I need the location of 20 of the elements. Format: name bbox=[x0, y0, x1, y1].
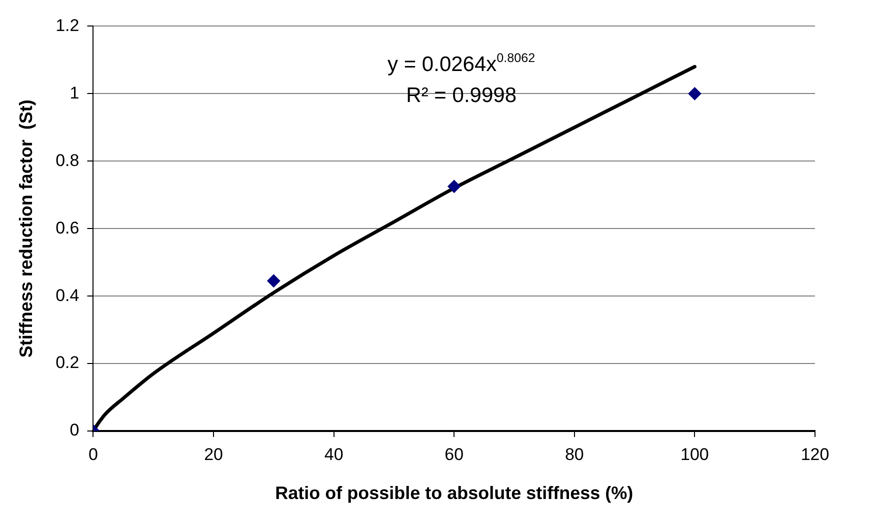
x-axis-title: Ratio of possible to absolute stiffness (%) bbox=[275, 483, 634, 504]
y-tick-label: 1.2 bbox=[56, 16, 80, 35]
point bbox=[267, 274, 280, 288]
x-tick-label: 40 bbox=[324, 444, 344, 464]
x-tick-label: 0 bbox=[88, 444, 98, 464]
y-tick-label: 0 bbox=[70, 420, 80, 440]
x-tick-label: 80 bbox=[564, 444, 584, 464]
x-tick-label: 60 bbox=[444, 444, 464, 464]
point bbox=[688, 87, 702, 100]
x-tick-label: 120 bbox=[800, 444, 830, 464]
x-tick-label: 100 bbox=[680, 444, 709, 464]
y-tick-label: 0.8 bbox=[56, 150, 80, 170]
x-tick-label: 20 bbox=[204, 444, 223, 464]
y-axis-title: Stiffness reduction factor (St) bbox=[16, 100, 36, 358]
point bbox=[448, 180, 461, 193]
y-tick-label: 1 bbox=[70, 83, 80, 102]
y-tick-label: 0.2 bbox=[56, 353, 80, 372]
y-tick-label: 0.4 bbox=[56, 286, 80, 305]
y-tick-label: 0.6 bbox=[56, 218, 80, 238]
annotation: R² = 0.9998 bbox=[406, 84, 516, 108]
